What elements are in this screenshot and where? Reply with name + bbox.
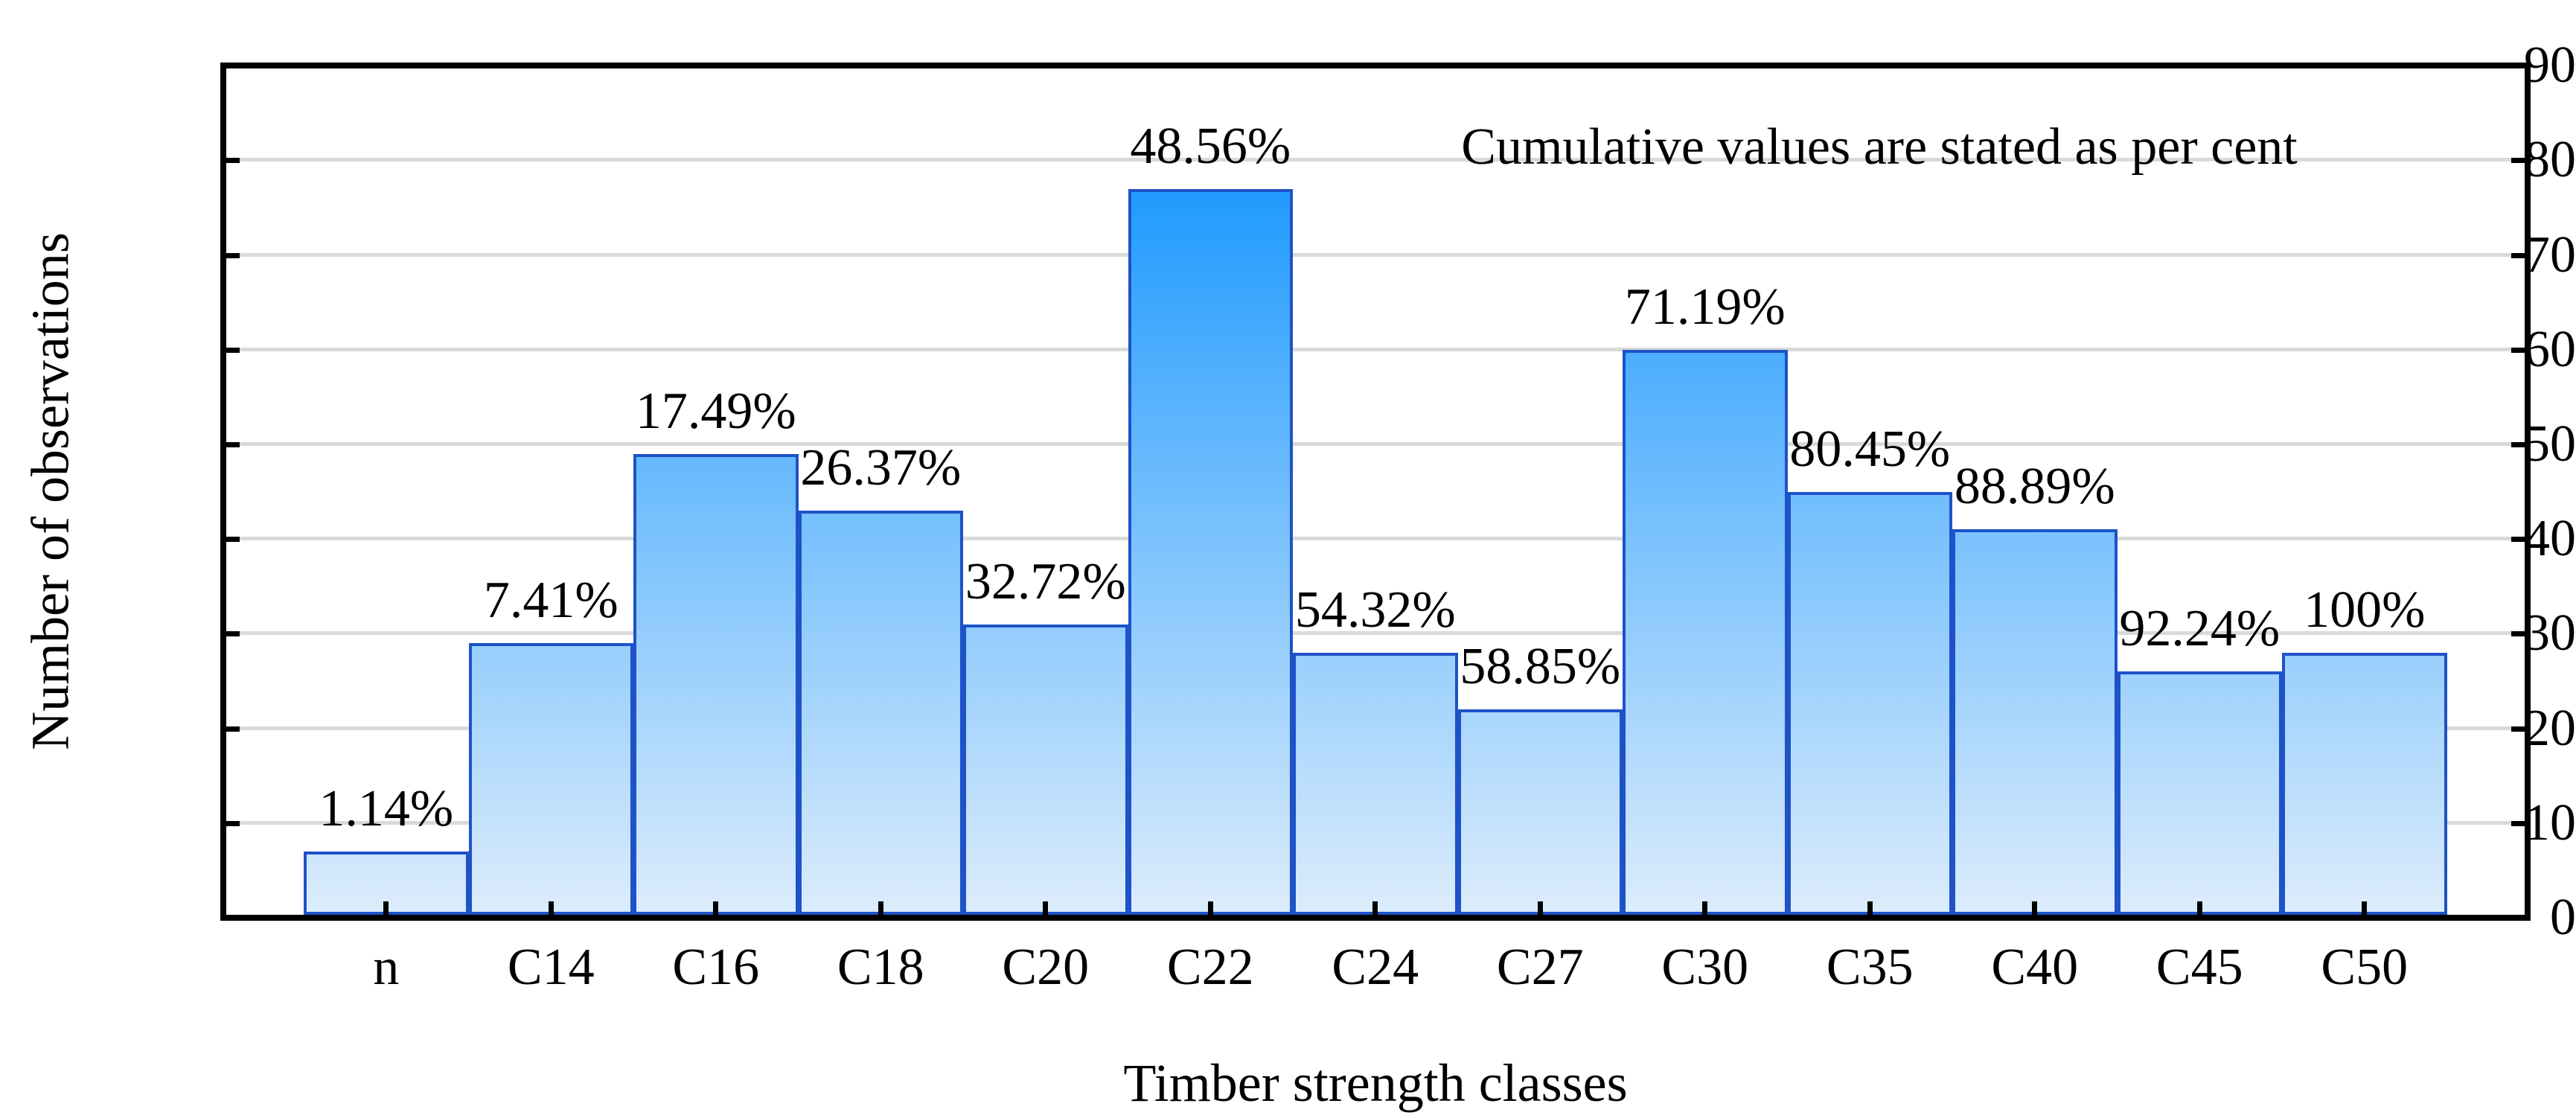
y-tick-right-40 xyxy=(2511,537,2525,543)
bar-value-label-C50: 100% xyxy=(2304,581,2426,639)
y-tick-label-90: 90 xyxy=(2524,36,2576,95)
bar-C14 xyxy=(468,643,633,915)
y-tick-right-80 xyxy=(2511,158,2525,164)
bar-value-label-C20: 32.72% xyxy=(965,553,1126,610)
y-tick-right-30 xyxy=(2511,631,2525,637)
bar-value-label-C30: 71.19% xyxy=(1624,278,1786,336)
x-tick-label-n: n xyxy=(373,939,400,996)
y-tick-label-30: 30 xyxy=(2524,604,2576,662)
bar-C35 xyxy=(1787,492,1952,915)
x-tick-label-C45: C45 xyxy=(2155,939,2243,996)
bar-value-label-C40: 88.89% xyxy=(1954,458,2115,515)
bar-value-label-C22: 48.56% xyxy=(1130,118,1291,175)
y-tick-right-20 xyxy=(2511,726,2525,732)
bar-value-label-C27: 58.85% xyxy=(1460,638,1621,695)
gridline-70 xyxy=(240,252,2511,257)
bar-C20 xyxy=(963,625,1128,915)
y-tick-left-60 xyxy=(226,347,240,353)
bar-C45 xyxy=(2117,671,2282,915)
x-tick-C22 xyxy=(1207,901,1213,915)
y-tick-label-50: 50 xyxy=(2524,415,2576,473)
bar-value-label-C45: 92.24% xyxy=(2119,600,2281,657)
x-tick-label-C16: C16 xyxy=(672,939,760,996)
bar-C27 xyxy=(1457,709,1623,915)
y-tick-right-70 xyxy=(2511,252,2525,258)
x-tick-label-C20: C20 xyxy=(1002,939,1090,996)
x-tick-label-C27: C27 xyxy=(1496,939,1584,996)
y-tick-left-10 xyxy=(226,820,240,826)
y-tick-label-20: 20 xyxy=(2524,699,2576,757)
x-tick-label-C30: C30 xyxy=(1661,939,1749,996)
y-tick-label-10: 10 xyxy=(2524,793,2576,852)
x-tick-C20 xyxy=(1043,901,1049,915)
y-tick-left-80 xyxy=(226,158,240,164)
gridline-30 xyxy=(240,631,2511,636)
y-tick-left-50 xyxy=(226,442,240,447)
x-tick-label-C35: C35 xyxy=(1826,939,1914,996)
bar-C18 xyxy=(798,511,963,915)
bar-C24 xyxy=(1293,653,1458,915)
bar-C22 xyxy=(1128,189,1293,915)
bar-value-label-n: 1.14% xyxy=(319,780,454,837)
y-tick-right-50 xyxy=(2511,442,2525,447)
y-axis-title: Number of observations xyxy=(20,232,80,750)
bar-C30 xyxy=(1623,350,1788,915)
x-tick-label-C50: C50 xyxy=(2321,939,2409,996)
x-tick-C24 xyxy=(1372,901,1378,915)
x-tick-C14 xyxy=(548,901,554,915)
x-tick-n xyxy=(383,901,389,915)
x-tick-C40 xyxy=(2032,901,2038,915)
y-tick-label-60: 60 xyxy=(2524,320,2576,378)
x-tick-C30 xyxy=(1702,901,1708,915)
x-tick-label-C40: C40 xyxy=(1991,939,2079,996)
x-tick-label-C24: C24 xyxy=(1332,939,1419,996)
bar-C40 xyxy=(1952,529,2118,915)
x-tick-C45 xyxy=(2196,901,2202,915)
x-tick-C16 xyxy=(713,901,719,915)
gridline-50 xyxy=(240,442,2511,446)
plot-inner: 1.14% 7.41% 17.49% 26.37% 32.72% 48.56% 54.32%… xyxy=(226,68,2525,915)
y-tick-right-10 xyxy=(2511,820,2525,826)
gridline-80 xyxy=(240,158,2511,162)
annotation: Cumulative values are stated as per cent xyxy=(1461,118,2298,176)
x-tick-C27 xyxy=(1537,901,1543,915)
y-tick-label-0: 0 xyxy=(2550,889,2576,946)
x-tick-C18 xyxy=(878,901,883,915)
y-tick-left-70 xyxy=(226,252,240,258)
bar-C16 xyxy=(633,454,799,915)
bar-C50 xyxy=(2282,653,2447,915)
bar-value-label-C18: 26.37% xyxy=(800,439,962,496)
bar-value-label-C14: 7.41% xyxy=(483,572,619,629)
y-tick-left-20 xyxy=(226,726,240,732)
x-tick-label-C18: C18 xyxy=(837,939,924,996)
x-tick-label-C14: C14 xyxy=(507,939,595,996)
bar-value-label-C35: 80.45% xyxy=(1789,421,1951,478)
x-axis-title: Timber strength classes xyxy=(1123,1053,1628,1113)
y-tick-left-40 xyxy=(226,537,240,543)
bar-value-label-C16: 17.49% xyxy=(635,383,796,440)
y-tick-label-80: 80 xyxy=(2524,131,2576,189)
y-tick-label-40: 40 xyxy=(2524,510,2576,568)
gridline-40 xyxy=(240,537,2511,541)
y-tick-left-30 xyxy=(226,631,240,637)
bar-value-label-C24: 54.32% xyxy=(1294,581,1456,639)
y-tick-label-70: 70 xyxy=(2524,226,2576,284)
x-tick-C35 xyxy=(1867,901,1873,915)
gridline-60 xyxy=(240,347,2511,351)
x-tick-C50 xyxy=(2362,901,2368,915)
plot-area: 1.14% 7.41% 17.49% 26.37% 32.72% 48.56% 54.32%… xyxy=(220,63,2531,921)
x-tick-label-C22: C22 xyxy=(1166,939,1254,996)
y-tick-right-60 xyxy=(2511,347,2525,353)
